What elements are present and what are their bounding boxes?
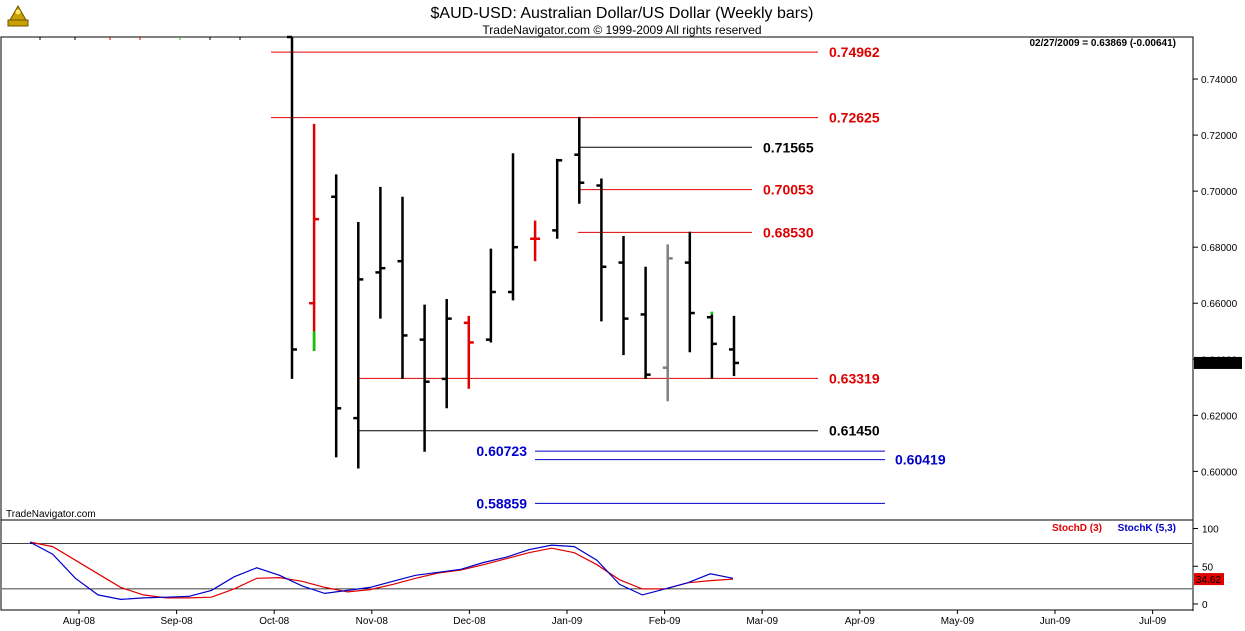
ohlc-bar [309,123,320,351]
legend-stochk: StochK (5,3) [1118,523,1176,534]
month-label: Jul-09 [1139,616,1167,627]
level-label-0.60723: 0.60723 [476,443,527,459]
ohlc-bar [574,116,585,204]
month-label: Mar-09 [746,616,778,627]
month-label: Sep-08 [160,616,193,627]
legend-stochd: StochD (3) [1052,523,1102,534]
stoch-tick-label: 50 [1202,562,1214,573]
level-label-0.63319: 0.63319 [829,370,880,386]
month-label: Dec-08 [453,616,486,627]
stoch-tick-label: 100 [1202,525,1219,536]
level-label-0.71565: 0.71565 [763,139,814,155]
ohlc-bar [463,315,474,389]
price-tick-label: 0.62000 [1201,411,1238,422]
last-price-label: 0.63869 [1197,359,1234,370]
stoch-series-line [29,541,734,599]
last-quote-text: 02/27/2009 = 0.63869 (-0.00641) [1029,38,1176,49]
stochastic-lines: 34.62 [29,541,1224,601]
month-label: Jan-09 [552,616,583,627]
ohlc-bar [441,299,452,409]
ohlc-bar [729,315,739,377]
chart-title: $AUD-USD: Australian Dollar/US Dollar (W… [431,5,814,22]
price-tick-label: 0.68000 [1201,243,1238,254]
ohlc-bar [596,178,607,322]
price-axis-ticks: 0.740000.720000.700000.680000.660000.640… [1193,75,1238,478]
stochastic-axis-ticks: 100 50 0 [2,525,1219,611]
level-label-0.61450: 0.61450 [829,423,880,439]
last-price-marker: 0.63869 [1194,356,1242,370]
month-label: Apr-09 [845,616,875,627]
ohlc-bar [375,186,386,319]
level-label-0.58859: 0.58859 [476,495,527,511]
ohlc-bar [287,35,297,379]
ohlc-bars [287,35,739,469]
month-label: Nov-08 [356,616,389,627]
stoch-series-line [29,541,734,601]
ohlc-bar [508,153,518,301]
price-panel-frame [0,36,1194,521]
ohlc-bar [662,244,673,402]
price-tick-label: 0.72000 [1201,131,1238,142]
ohlc-bar [684,231,695,353]
price-tick-label: 0.60000 [1201,467,1238,478]
price-tick-label: 0.66000 [1201,299,1238,310]
last-price-box [1194,356,1242,369]
level-label-0.60419: 0.60419 [895,452,946,468]
month-label: Feb-09 [649,616,681,627]
ohlc-bar [706,311,717,379]
ohlc-bar [419,304,430,452]
trade-navigator-logo-icon [7,4,29,27]
month-label: Aug-08 [63,616,96,627]
stoch-last-value-label: 34.62 [1196,575,1221,586]
price-tick-label: 0.74000 [1201,75,1238,86]
level-label-0.70053: 0.70053 [763,182,814,198]
ohlc-bar [397,196,408,379]
level-label-0.74962: 0.74962 [829,44,880,60]
ohlc-bar [640,266,651,379]
month-label: Oct-08 [259,616,289,627]
level-label-0.68530: 0.68530 [763,224,814,240]
x-axis-month-labels: Aug-08 Sep-08 Oct-08 Nov-08 Dec-08 Jan-09 Feb-… [63,610,1167,627]
month-label: Jun-09 [1040,616,1071,627]
ohlc-bar [552,158,563,239]
level-label-0.72625: 0.72625 [829,110,880,126]
price-tick-label: 0.70000 [1201,187,1238,198]
top-tick-marks [39,37,241,40]
ohlc-bar [485,248,496,343]
ohlc-bar [618,235,629,356]
watermark-text: TradeNavigator.com [6,509,96,520]
stoch-tick-label: 0 [1202,600,1208,611]
horizontal-levels: 0.74962 0.72625 0.71565 0.70053 0.68530 0.633… [271,44,946,511]
ohlc-bar [530,220,541,262]
month-label: May-09 [941,616,975,627]
ohlc-bar [331,174,342,458]
stoch-last-value-box [1194,573,1224,586]
copyright-text: TradeNavigator.com © 1999-2009 All right… [482,23,761,37]
ohlc-bar [353,221,364,469]
